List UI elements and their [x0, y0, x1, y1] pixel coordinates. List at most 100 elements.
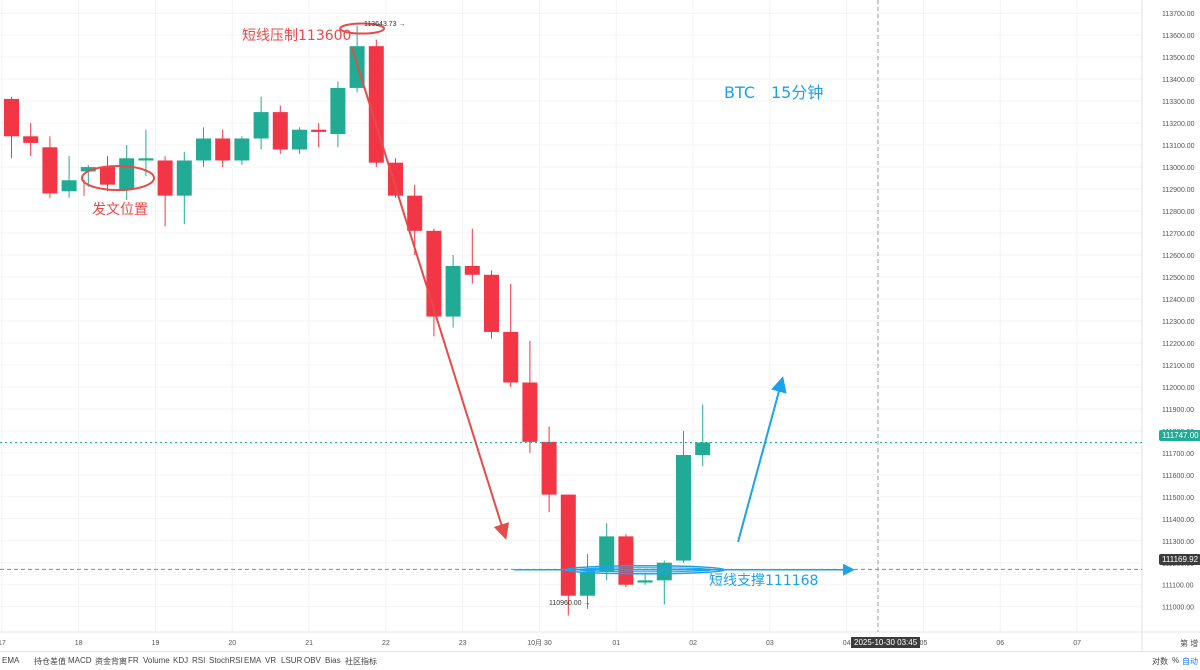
price-tick-label: 112200.00 — [1162, 341, 1195, 348]
indicator-item[interactable]: 社区指标 — [345, 657, 377, 666]
log-scale-button[interactable]: 对数 — [1152, 657, 1168, 666]
price-tick-label: 113400.00 — [1162, 77, 1195, 84]
down-trend-arrow — [351, 47, 510, 540]
price-tick-label: 112400.00 — [1162, 297, 1195, 304]
candle-body — [100, 167, 115, 185]
time-tick-label: 02 — [689, 640, 697, 647]
price-tick-label: 111300.00 — [1162, 539, 1194, 546]
current-price-tag: 111747.00 — [1159, 430, 1200, 441]
candle-body — [176, 160, 192, 196]
price-tick-label: 112900.00 — [1162, 187, 1195, 194]
candle-body — [119, 158, 135, 190]
time-tick-label: 04 — [843, 640, 851, 647]
price-tick-label: 113500.00 — [1162, 55, 1195, 62]
time-tick-label: 18 — [75, 640, 83, 647]
auto-scale-button[interactable]: 自动 — [1182, 657, 1198, 666]
indicator-item[interactable]: LSUR — [281, 656, 303, 665]
price-tick-label: 113200.00 — [1162, 121, 1195, 128]
candle-body — [234, 138, 250, 161]
candle-body — [599, 536, 615, 572]
support-ellipse-inner — [576, 567, 714, 573]
drawing-layer — [0, 0, 1142, 632]
up-trend-arrow — [737, 376, 787, 543]
cursor-price-tag: 111169.92 — [1159, 554, 1200, 565]
price-tick-label: 112000.00 — [1162, 385, 1195, 392]
indicator-item[interactable]: EMA — [244, 656, 262, 665]
candle-body — [4, 98, 19, 137]
price-tick-label: 112600.00 — [1162, 253, 1195, 260]
indicator-item[interactable]: 资金背离 — [95, 657, 127, 666]
time-tick-label: 03 — [766, 640, 774, 647]
price-tick-label: 113300.00 — [1162, 99, 1195, 106]
candle-body — [330, 87, 346, 135]
candle-body — [407, 195, 423, 231]
candle-body — [311, 129, 327, 132]
price-tick-label: 113000.00 — [1162, 165, 1195, 172]
price-tick-label: 112700.00 — [1162, 231, 1195, 238]
price-tick-label: 112300.00 — [1162, 319, 1195, 326]
candle-body — [196, 138, 211, 161]
resistance-ellipse — [339, 22, 386, 35]
cursor-time-tag: 2025-10-30 03:45 — [851, 637, 921, 648]
candle-body — [522, 382, 538, 442]
indicator-item[interactable]: StochRSI — [209, 656, 243, 665]
indicator-item[interactable]: RSI — [192, 656, 206, 665]
price-tick-label: 112100.00 — [1162, 363, 1195, 370]
candle-body — [292, 129, 307, 150]
price-tick-label: 111700.00 — [1162, 451, 1194, 458]
indicator-ema-label: EMA — [2, 656, 20, 665]
indicator-item[interactable]: VR — [265, 656, 277, 665]
candle-body — [42, 147, 58, 194]
price-tick-label: 111900.00 — [1162, 407, 1194, 414]
time-tick-label: 19 — [152, 640, 160, 647]
chart-title: BTC 15分钟 — [724, 83, 824, 102]
indicator-item[interactable]: Volume — [143, 656, 170, 665]
indicator-item[interactable]: OBV — [304, 656, 321, 665]
time-tick-label: 17 — [0, 640, 6, 647]
candle-body — [676, 455, 691, 561]
candle-body — [138, 158, 154, 161]
time-tick-label: 20 — [228, 640, 236, 647]
price-tick-label: 113100.00 — [1162, 143, 1195, 150]
indicator-item[interactable]: FR — [128, 656, 139, 665]
time-tick-label: 10月 30 — [527, 639, 552, 647]
candle-body — [695, 442, 711, 456]
price-tick-label: 111400.00 — [1162, 517, 1194, 524]
candle-body — [388, 162, 403, 196]
high-price-marker: 113643.73 → — [364, 21, 406, 28]
price-tick-label: 112500.00 — [1162, 275, 1195, 282]
indicator-item[interactable]: Bias — [325, 656, 341, 665]
indicator-item[interactable]: MACD — [68, 656, 92, 665]
indicator-bar: EMA 持仓差值 MACD 资金背离 FR Volume KDJ RSI StochRSI EM… — [0, 651, 1200, 670]
price-tick-label: 111100.00 — [1162, 583, 1194, 590]
percent-scale-button[interactable]: % — [1172, 656, 1180, 665]
candle-body — [157, 160, 173, 196]
entry-annotation: 发文位置 — [92, 202, 148, 218]
candle-body — [426, 230, 442, 317]
candle-body — [484, 274, 499, 332]
chart-grid — [0, 0, 1142, 632]
candle-body — [215, 138, 231, 161]
time-tick-label: 21 — [305, 640, 313, 647]
candle-body — [618, 536, 634, 585]
resistance-annotation: 短线压制113600 — [242, 28, 352, 44]
time-tick-label: 06 — [996, 640, 1004, 647]
time-tick-label: 05 — [920, 640, 928, 647]
corner-label: 第 增 — [1180, 639, 1199, 648]
indicator-item[interactable]: KDJ — [173, 656, 189, 665]
time-tick-label: 07 — [1073, 640, 1081, 647]
candles — [4, 25, 711, 616]
candle-body — [368, 46, 384, 163]
candle-body — [580, 571, 595, 596]
indicator-item[interactable]: 持仓差值 — [34, 657, 66, 666]
price-tick-label: 113600.00 — [1162, 33, 1195, 40]
candlestick-chart[interactable]: 111000.00111100.00111200.00111300.001114… — [0, 0, 1200, 651]
price-tick-label: 112800.00 — [1162, 209, 1195, 216]
support-ellipse — [564, 565, 726, 575]
candle-body — [541, 441, 557, 495]
support-annotation: 短线支撑111168 — [709, 573, 819, 589]
price-tick-label: 111500.00 — [1162, 495, 1194, 502]
time-axis: 17 18 19 20 21 22 23 10月 30 01 02 03 04 05 06 07 — [0, 631, 1200, 647]
candle-body — [637, 580, 653, 583]
candle-body — [61, 180, 77, 192]
